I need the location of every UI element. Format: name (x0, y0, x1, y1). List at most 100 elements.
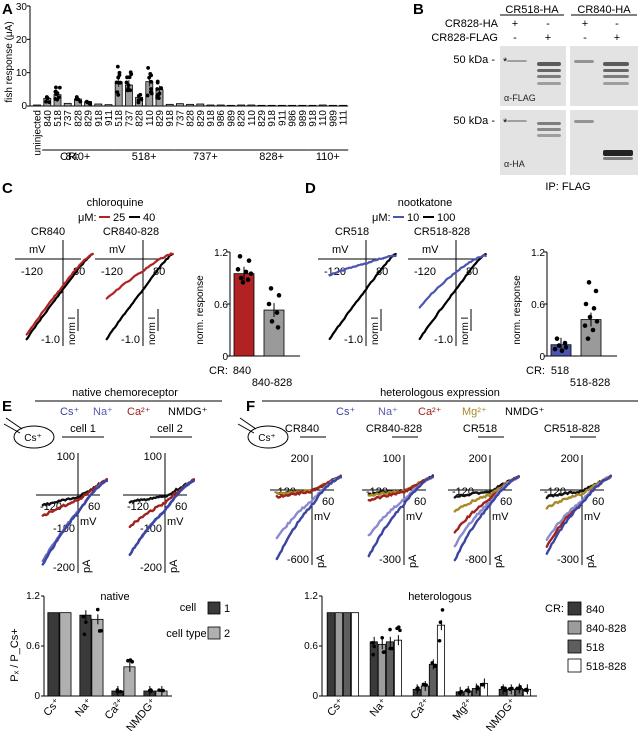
f2-curve-4 (453, 475, 520, 499)
d-point (591, 306, 597, 311)
a-bar-737 (63, 102, 72, 107)
f-legend-swatch-518-828 (567, 658, 582, 673)
a-xlabel-uninjected: uninjected (33, 110, 44, 156)
a-xlabel-829: 829 (84, 110, 95, 127)
d-point (583, 301, 589, 307)
d-cell1: CR518 (335, 226, 369, 238)
a-bar-111 (339, 104, 348, 107)
f2-iv-label: 200 (469, 453, 487, 465)
c-bar-ylabel: norm. response (195, 275, 206, 345)
d-bar-ylabel: norm. response (512, 275, 523, 345)
f2-iv-label: -800 (465, 554, 487, 566)
f-point (500, 685, 505, 690)
f-point (395, 626, 399, 631)
f2-iv-label: mV (492, 511, 509, 523)
d-title: nootkatone (398, 197, 452, 209)
a-datapoint (128, 70, 133, 75)
f-bar-840-1 (369, 641, 378, 697)
band (603, 62, 629, 66)
d-point (562, 340, 568, 346)
band (537, 75, 561, 78)
e-bar-1-1 (79, 614, 92, 697)
f-xcat-4: NMDG⁺ (484, 696, 519, 731)
a-datapoint (54, 85, 58, 90)
a-bar-829 (257, 104, 266, 107)
a-datapoint (118, 80, 123, 85)
panel-a-xlabels: uninjected 840 518 737 828 829 918 911 518 737 828… (33, 110, 350, 156)
e-bar-title: native (100, 591, 129, 603)
c1-iv-label: norm I (67, 317, 78, 345)
a-datapoint (116, 93, 121, 97)
c1-curve-25 (25, 252, 94, 336)
d-point (559, 348, 565, 354)
b-row2-label: CR828-FLAG (431, 32, 498, 44)
c2-iv-label: -1.0 (121, 334, 140, 346)
d2-iv-label: -120 (414, 266, 436, 278)
f3-iv-label: 60 (592, 496, 604, 508)
e1-iv-label: pA (81, 559, 93, 573)
a-group-label: 737+ (193, 151, 218, 163)
e1-curve-2 (41, 478, 108, 517)
d-bar1-label: 518 (551, 365, 569, 377)
f0-iv-label: -600 (287, 554, 309, 566)
a-datapoint (115, 64, 120, 69)
c-point (269, 319, 275, 324)
d2-iv-label: -1.0 (434, 334, 453, 346)
a-bar-986 (216, 104, 225, 107)
band (603, 82, 629, 85)
panel-label-f: F (246, 398, 255, 415)
f-legend-840: 840 (586, 604, 604, 616)
a-datapoint (145, 93, 150, 98)
e-legend-swatch-1 (207, 601, 221, 615)
f-cell-title: CR840 (285, 423, 319, 435)
d-bar-chart (544, 251, 617, 357)
d2-iv-label: 80 (466, 266, 478, 278)
e-point (126, 658, 130, 663)
c-title: chloroquine (87, 197, 144, 209)
d-point (587, 314, 593, 320)
panel-a-ylabel: fish response (μA) (4, 21, 15, 102)
e-bar-1-0 (47, 612, 60, 697)
b-sign-row2: + (614, 32, 620, 44)
f-iv-curves: CR840200-600-12060mVpACR840-828100-300-1… (270, 423, 612, 568)
band (603, 150, 633, 156)
f1-iv-label: 100 (383, 453, 401, 465)
a-xlabel-829: 829 (196, 110, 207, 127)
a-datapoint (126, 86, 131, 91)
panel-a-groups: 840+ 518+ 737+ 828+ 110+ (42, 149, 349, 163)
f0-iv-label: mV (314, 511, 331, 523)
e-legend-title-cell: cell (180, 602, 197, 614)
a-xlabel-918: 918 (267, 110, 278, 127)
d-point (585, 336, 591, 341)
c-bar2-label: 840-828 (252, 377, 292, 389)
e-point (157, 688, 161, 692)
f-xcat-1: Na⁺ (368, 696, 390, 719)
e-ion-ca: Ca²⁺ (127, 406, 151, 418)
a-datapoint (44, 99, 48, 104)
f-legend-swatch-840-828 (567, 620, 582, 635)
band (537, 128, 561, 131)
f-ytick-0: 0 (312, 691, 318, 702)
d2-iv-label: mV (422, 244, 439, 256)
a-group-label: 828+ (259, 151, 284, 163)
panel-label-a: A (2, 1, 13, 18)
e-cell1: cell 1 (70, 423, 96, 435)
a-datapoint (149, 87, 153, 91)
a-cr-prefix: CR: (60, 151, 79, 163)
a-xlabel-828: 828 (237, 110, 248, 127)
f-point (466, 688, 470, 692)
f-pipette-icon (237, 417, 289, 449)
e-ytick-06: 0.6 (26, 641, 40, 652)
f3-iv-label: -300 (557, 554, 579, 566)
a-datapoint (159, 86, 164, 90)
a-xlabel-737: 737 (124, 110, 135, 127)
a-xlabel-828: 828 (73, 110, 84, 127)
f3-curve-0 (545, 474, 612, 555)
f-cell-title: CR518-828 (544, 423, 600, 435)
c2-curve-25 (105, 252, 174, 300)
c-point (237, 254, 243, 259)
d2-curve-100 (418, 253, 487, 341)
a-xlabel-828: 828 (186, 110, 197, 127)
e-point (95, 607, 100, 612)
